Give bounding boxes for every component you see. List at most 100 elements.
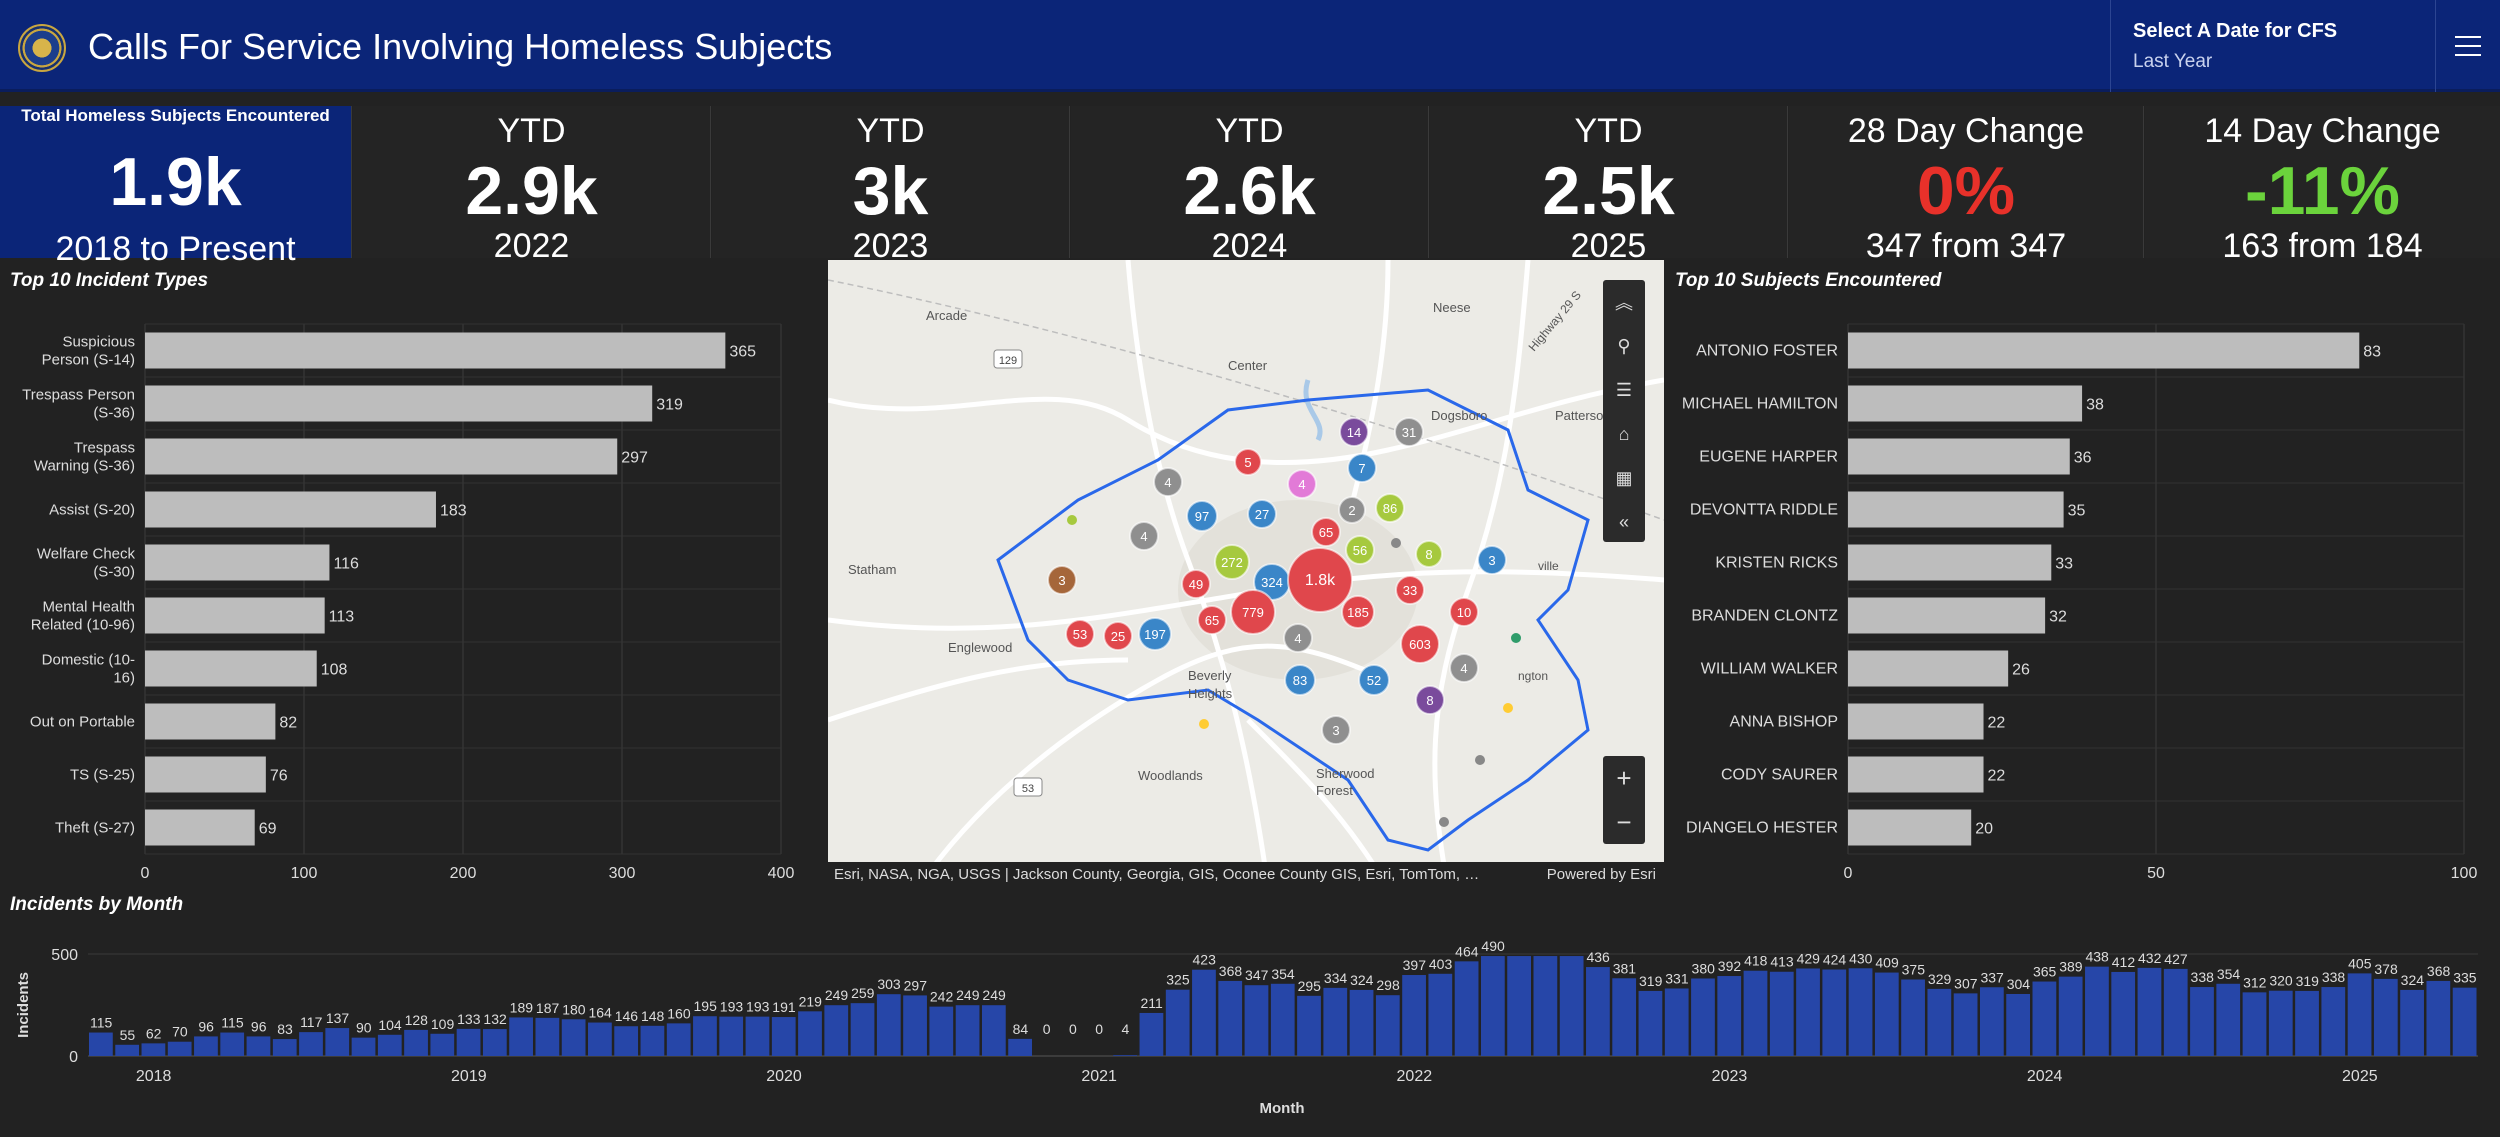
- month-bar[interactable]: [1559, 956, 1584, 1056]
- qr-code-icon[interactable]: ▦: [1615, 467, 1633, 488]
- bar[interactable]: [145, 756, 266, 793]
- menu-button[interactable]: [2435, 0, 2500, 92]
- month-bar[interactable]: [1270, 983, 1295, 1056]
- month-bar[interactable]: [89, 1032, 113, 1056]
- point-marker[interactable]: [1475, 755, 1485, 765]
- month-bar[interactable]: [1165, 989, 1190, 1056]
- month-bar[interactable]: [167, 1041, 192, 1056]
- month-bar[interactable]: [1323, 987, 1348, 1056]
- cluster-marker[interactable]: [1415, 685, 1445, 715]
- month-bar[interactable]: [955, 1005, 980, 1056]
- month-bar[interactable]: [2295, 990, 2319, 1056]
- zoom-out-button[interactable]: −: [1616, 806, 1632, 837]
- month-bar[interactable]: [981, 1005, 1006, 1056]
- bar[interactable]: [145, 544, 330, 581]
- cluster-marker[interactable]: [1311, 517, 1341, 547]
- month-bar[interactable]: [561, 1019, 586, 1056]
- cluster-marker[interactable]: [1186, 500, 1218, 532]
- powered-by-esri[interactable]: Powered by Esri: [1546, 866, 1656, 883]
- month-bar[interactable]: [2452, 987, 2477, 1056]
- month-bar[interactable]: [141, 1043, 166, 1056]
- point-marker[interactable]: [1503, 703, 1513, 713]
- cluster-marker[interactable]: [1153, 467, 1183, 497]
- cluster-marker[interactable]: [1394, 417, 1424, 447]
- zoom-in-button[interactable]: +: [1616, 762, 1632, 793]
- bar[interactable]: [1848, 438, 2070, 475]
- month-bar[interactable]: [1612, 978, 1637, 1056]
- month-bar[interactable]: [1192, 969, 1216, 1056]
- cluster-marker[interactable]: [1103, 621, 1133, 651]
- month-bar[interactable]: [1113, 1055, 1138, 1056]
- month-bar[interactable]: [1402, 975, 1426, 1056]
- month-bar[interactable]: [1533, 956, 1558, 1056]
- month-bar[interactable]: [2137, 967, 2162, 1056]
- cluster-marker[interactable]: [1449, 597, 1479, 627]
- month-bar[interactable]: [272, 1039, 297, 1056]
- cluster-marker[interactable]: [1477, 545, 1507, 575]
- bar[interactable]: [1848, 385, 2083, 422]
- map-canvas[interactable]: Arcade Center Neese Dogsboro Patterson Statha…: [828, 260, 1664, 888]
- incident-map[interactable]: Arcade Center Neese Dogsboro Patterson Statha…: [828, 260, 1664, 888]
- cluster-marker[interactable]: [1214, 544, 1250, 580]
- cluster-marker[interactable]: [1415, 540, 1443, 568]
- cluster-marker[interactable]: [1138, 617, 1172, 651]
- month-bar[interactable]: [588, 1022, 612, 1056]
- cluster-marker[interactable]: [1395, 575, 1425, 605]
- month-bar[interactable]: [325, 1028, 350, 1056]
- month-bar[interactable]: [1586, 967, 1610, 1056]
- cluster-marker[interactable]: [1234, 448, 1262, 476]
- bar[interactable]: [145, 385, 653, 422]
- month-bar[interactable]: [2216, 983, 2241, 1056]
- month-bar[interactable]: [2400, 989, 2424, 1056]
- month-bar[interactable]: [2085, 966, 2109, 1056]
- cluster-marker[interactable]: [1065, 619, 1095, 649]
- bar[interactable]: [1848, 650, 2009, 687]
- month-bar[interactable]: [1480, 956, 1505, 1056]
- month-bar[interactable]: [1244, 985, 1269, 1056]
- cluster-marker[interactable]: [1400, 624, 1440, 664]
- point-marker[interactable]: [1511, 633, 1521, 643]
- collapse-left-icon[interactable]: «: [1618, 511, 1629, 532]
- month-bar[interactable]: [351, 1037, 376, 1056]
- cluster-marker[interactable]: [1283, 623, 1313, 653]
- cluster-marker[interactable]: [1345, 535, 1375, 565]
- month-bar[interactable]: [824, 1005, 849, 1056]
- month-bar[interactable]: [456, 1028, 481, 1056]
- month-bar[interactable]: [1349, 989, 1374, 1056]
- bar[interactable]: [1848, 703, 1984, 740]
- cluster-marker[interactable]: [1047, 565, 1077, 595]
- month-bar[interactable]: [1822, 969, 1847, 1056]
- month-bar[interactable]: [299, 1032, 323, 1056]
- month-bar[interactable]: [1979, 987, 2004, 1056]
- month-bar[interactable]: [1796, 968, 1820, 1056]
- home-icon[interactable]: ⌂: [1618, 423, 1630, 444]
- month-bar[interactable]: [850, 1003, 875, 1056]
- month-bar[interactable]: [220, 1032, 245, 1056]
- cluster-marker[interactable]: [1230, 589, 1276, 635]
- month-bar[interactable]: [1297, 995, 1321, 1056]
- bar[interactable]: [145, 438, 618, 475]
- bar[interactable]: [145, 809, 255, 846]
- month-bar[interactable]: [2426, 980, 2451, 1056]
- month-bar[interactable]: [929, 1006, 954, 1056]
- month-bar[interactable]: [2242, 992, 2267, 1056]
- bar[interactable]: [145, 650, 317, 687]
- month-bar[interactable]: [535, 1017, 560, 1056]
- month-bar[interactable]: [1428, 973, 1453, 1056]
- cluster-marker[interactable]: [1321, 715, 1351, 745]
- cluster-marker[interactable]: [1181, 569, 1211, 599]
- month-bar[interactable]: [1953, 993, 1978, 1056]
- point-marker[interactable]: [1391, 538, 1401, 548]
- cluster-marker[interactable]: [1375, 493, 1405, 523]
- legend-list-icon[interactable]: ☰: [1615, 379, 1633, 400]
- cluster-marker[interactable]: [1347, 453, 1377, 483]
- month-bar[interactable]: [1717, 976, 1742, 1056]
- month-bar[interactable]: [2321, 987, 2346, 1056]
- month-bar[interactable]: [1507, 956, 1532, 1056]
- search-icon[interactable]: ⚲: [1617, 335, 1631, 356]
- month-bar[interactable]: [1743, 970, 1768, 1056]
- cluster-marker[interactable]: [1341, 595, 1375, 629]
- month-bar[interactable]: [2058, 976, 2083, 1056]
- cluster-marker[interactable]: [1449, 653, 1479, 683]
- point-marker[interactable]: [1199, 719, 1209, 729]
